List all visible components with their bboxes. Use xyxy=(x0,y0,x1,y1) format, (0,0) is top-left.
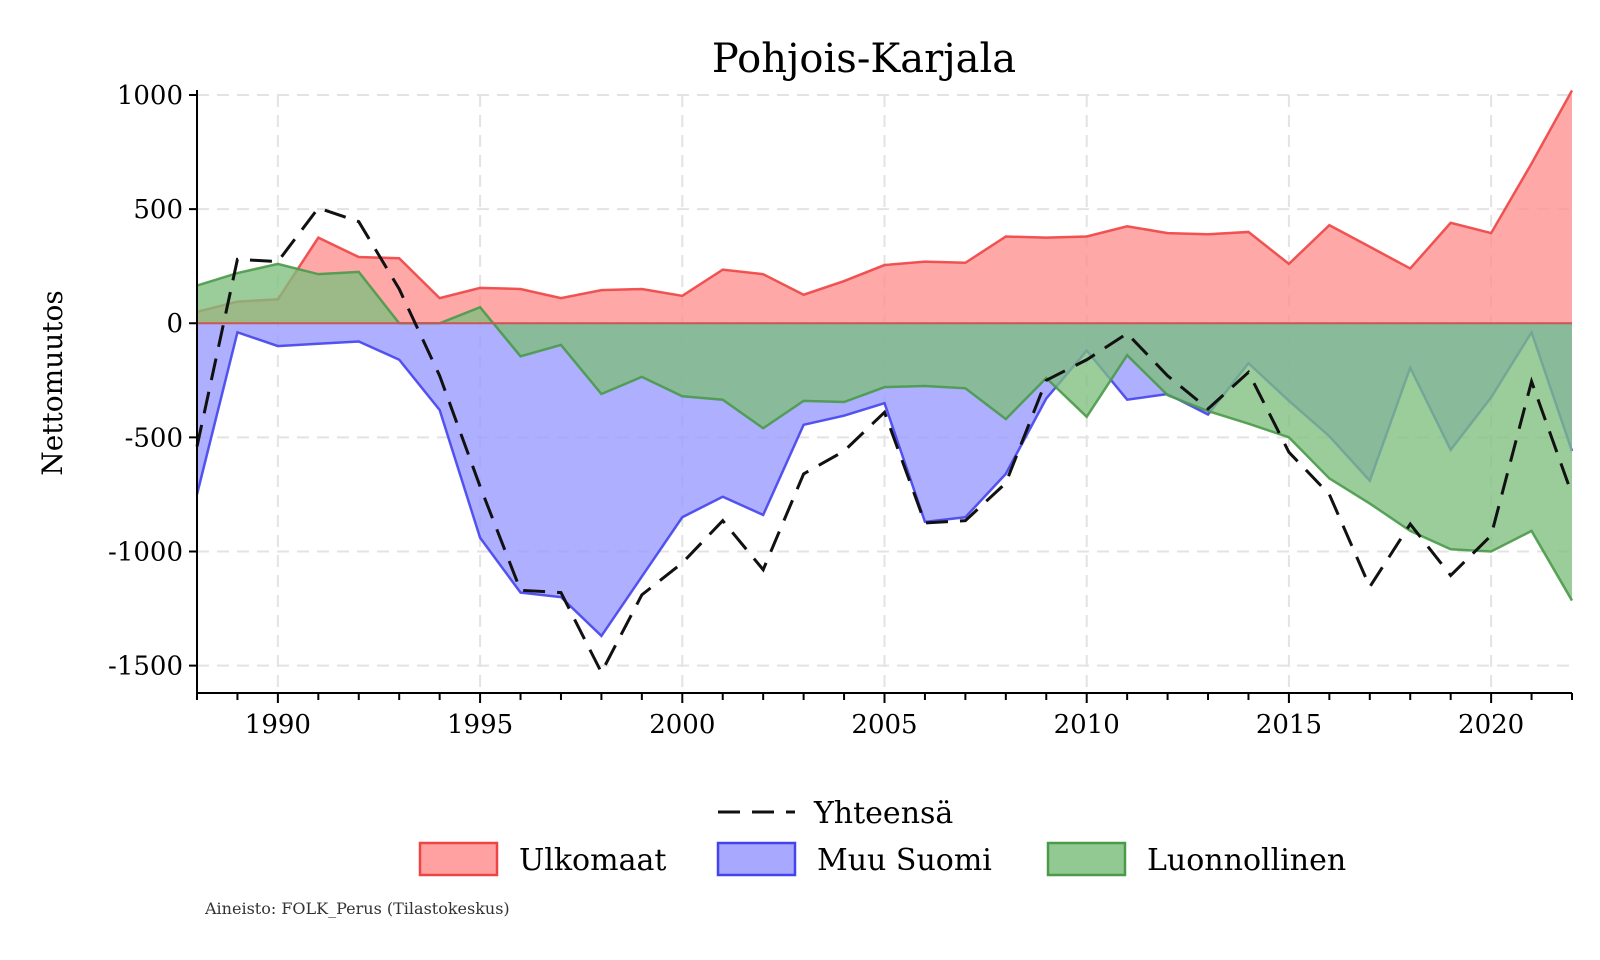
legend-label-luonnollinen: Luonnollinen xyxy=(1147,843,1346,878)
y-axis-label: Nettomuutos xyxy=(36,290,69,476)
source-note: Aineisto: FOLK_Perus (Tilastokeskus) xyxy=(204,899,510,918)
legend-swatch-muu-suomi xyxy=(716,841,797,877)
area-luonnollinen xyxy=(197,263,1572,601)
x-tick-label-2010: 2010 xyxy=(1054,710,1120,740)
legend-swatch-ulkomaat xyxy=(418,841,499,877)
y-tick-label--1500: -1500 xyxy=(108,652,183,682)
y-tick-label-0: 0 xyxy=(166,309,183,339)
x-tick-label-2020: 2020 xyxy=(1458,710,1524,740)
legend: Yhteensä Ulkomaat Muu Suomi Luonnollinen xyxy=(418,796,1346,878)
x-tick-label-1995: 1995 xyxy=(447,710,513,740)
y-tick-label-500: 500 xyxy=(133,195,183,225)
line-series xyxy=(195,206,1574,676)
x-tick-label-2005: 2005 xyxy=(851,710,917,740)
legend-label-ulkomaat: Ulkomaat xyxy=(519,843,666,878)
area-outline-ulkomaat xyxy=(196,89,1574,314)
tick-labels: 1000 500 0 -500 -1000 -1500 1990 1995 2000 2005 20… xyxy=(108,81,1524,740)
area-series xyxy=(195,89,1574,638)
y-tick-label-1000: 1000 xyxy=(117,81,183,111)
area-ulkomaat xyxy=(197,90,1572,324)
legend-swatch-luonnollinen xyxy=(1046,841,1127,877)
legend-label-yhteensa: Yhteensä xyxy=(813,796,953,831)
y-tick-label--500: -500 xyxy=(125,423,183,453)
y-tick-label--1000: -1000 xyxy=(108,537,183,567)
chart-title: Pohjois-Karjala xyxy=(712,36,1016,82)
x-tick-label-1990: 1990 xyxy=(245,710,311,740)
x-tick-label-2000: 2000 xyxy=(649,710,715,740)
line-yhteens- xyxy=(195,206,1574,676)
x-tick-label-2015: 2015 xyxy=(1256,710,1322,740)
axes xyxy=(189,90,1573,703)
legend-label-muu-suomi: Muu Suomi xyxy=(817,843,992,878)
area-muu-suomi xyxy=(197,323,1572,636)
